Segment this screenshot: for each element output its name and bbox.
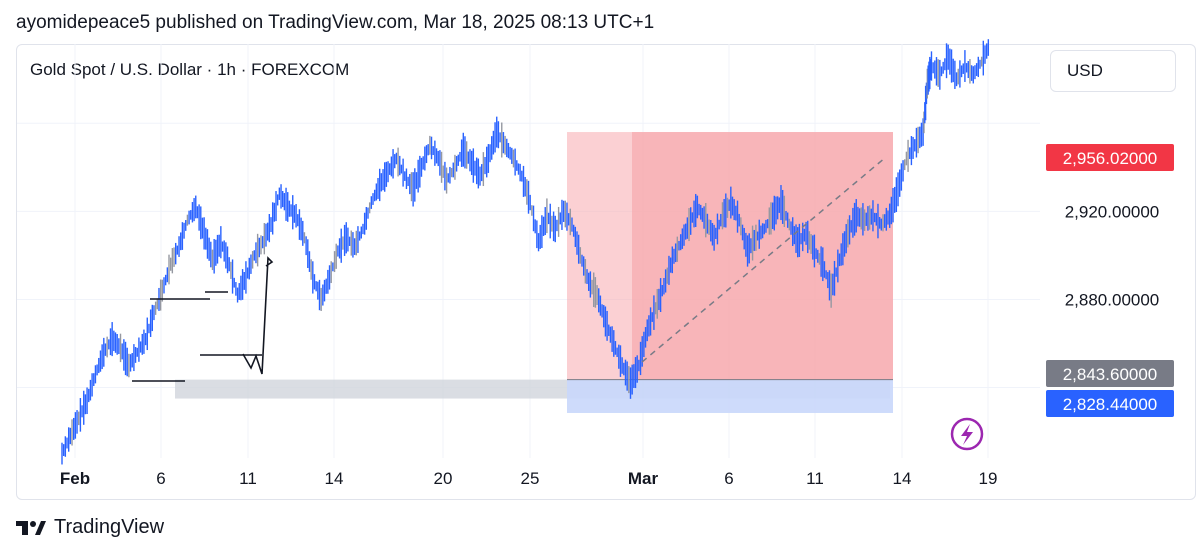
sell-zone-active xyxy=(632,132,893,380)
x-tick-label: Feb xyxy=(60,469,90,488)
price-label-box xyxy=(1046,144,1174,171)
time-axis[interactable]: Feb 6 11 14 20 25 Mar 6 11 14 19 xyxy=(60,469,998,488)
price-label: 2,956.02000 xyxy=(1063,149,1158,168)
x-tick-label: Mar xyxy=(628,469,659,488)
tradingview-logo-icon xyxy=(16,520,46,535)
trend-dashed-line xyxy=(641,156,887,363)
price-label-box xyxy=(1046,360,1174,387)
y-tick-label: 2,920.00000 xyxy=(1065,202,1160,221)
footer-brand-label: TradingView xyxy=(54,516,165,538)
x-tick-label: 20 xyxy=(434,469,453,488)
position-zones xyxy=(175,132,893,413)
x-tick-label: 11 xyxy=(239,469,257,488)
price-series xyxy=(61,39,990,465)
x-tick-label: 6 xyxy=(724,469,733,488)
x-tick-label: 25 xyxy=(521,469,540,488)
lightning-icon[interactable] xyxy=(950,417,984,451)
x-tick-label: 14 xyxy=(893,469,912,488)
price-label: 2,843.60000 xyxy=(1063,365,1158,384)
user-drawings xyxy=(132,156,887,382)
x-tick-label: 6 xyxy=(156,469,165,488)
y-tick-label: 2,880.00000 xyxy=(1065,290,1160,309)
x-tick-label: 11 xyxy=(806,469,824,488)
price-label-box xyxy=(1046,390,1174,417)
buy-zone xyxy=(567,379,893,413)
footer-brand[interactable]: TradingView xyxy=(16,516,164,539)
pattern-drawing xyxy=(242,256,274,375)
symbol-title: Gold Spot / U.S. Dollar · 1h · FOREXCOM xyxy=(30,60,350,79)
x-tick-label: 19 xyxy=(979,469,998,488)
price-label: 2,828.44000 xyxy=(1063,395,1158,414)
publisher-caption: ayomidepeace5 published on TradingView.c… xyxy=(16,12,655,33)
x-tick-label: 14 xyxy=(325,469,344,488)
currency-selector[interactable]: USD xyxy=(1050,50,1176,92)
price-axis[interactable]: 2,880.00000 2,920.00000 xyxy=(1065,202,1160,309)
price-labels: 2,956.02000 2,843.60000 2,828.44000 xyxy=(1046,144,1174,417)
